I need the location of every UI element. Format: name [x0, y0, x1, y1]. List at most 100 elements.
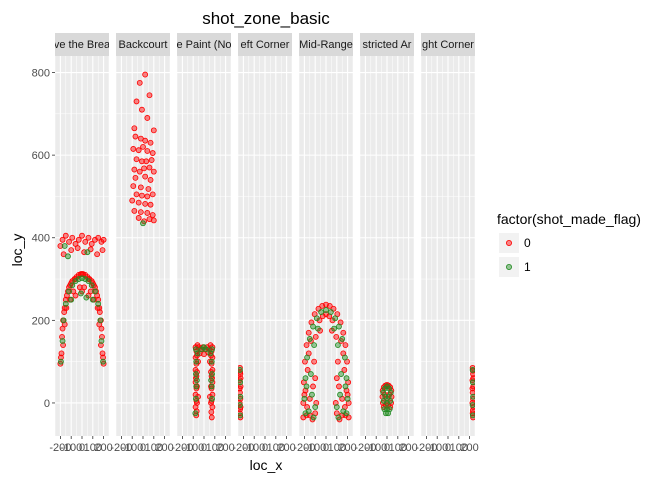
point-missed	[470, 375, 475, 382]
point-missed	[238, 395, 244, 402]
point-missed	[130, 146, 137, 152]
point-missed	[149, 191, 156, 198]
point-missed	[469, 364, 475, 371]
point-made	[312, 404, 319, 410]
point-made	[302, 410, 309, 417]
point-made	[339, 336, 346, 342]
x-tick-label: 100	[206, 442, 224, 454]
panel-grid	[237, 56, 293, 445]
point-missed	[147, 177, 154, 183]
point-missed	[135, 147, 142, 154]
point-made	[338, 371, 345, 377]
point-missed	[131, 125, 138, 132]
point-missed	[334, 358, 341, 365]
point-made	[341, 354, 348, 361]
x-tick-label: -200	[293, 442, 315, 454]
point-missed	[149, 212, 156, 218]
point-made	[193, 358, 200, 365]
point-missed	[85, 234, 92, 241]
point-made	[238, 402, 243, 408]
point-made	[327, 309, 334, 315]
point-missed	[75, 236, 82, 243]
x-tick-label: -100	[426, 442, 448, 454]
point-missed	[301, 391, 308, 398]
point-missed	[59, 333, 65, 340]
point-made	[140, 220, 146, 227]
point-made	[83, 294, 90, 301]
point-made	[65, 253, 71, 260]
point-missed	[79, 232, 85, 239]
point-made	[88, 282, 95, 289]
point-made	[385, 393, 392, 400]
point-missed	[135, 215, 142, 221]
facet-strip	[360, 33, 414, 56]
point-made	[69, 282, 76, 289]
point-made	[194, 350, 201, 357]
point-missed	[98, 342, 104, 349]
point-made	[469, 367, 475, 373]
point-made	[384, 400, 390, 406]
point-missed	[63, 305, 70, 311]
point-missed	[238, 389, 243, 396]
x-tick-label: 200	[94, 442, 112, 454]
point-missed	[144, 115, 151, 121]
point-missed	[470, 395, 475, 402]
facet-strip-label: Mid-Range	[299, 39, 353, 51]
point-missed	[99, 350, 106, 357]
point-made	[469, 379, 475, 386]
point-made	[238, 412, 244, 419]
point-missed	[336, 383, 342, 390]
x-tick-label: 200	[338, 442, 356, 454]
point-missed	[469, 400, 475, 406]
point-missed	[130, 183, 137, 190]
facet-strip-label: ght Corner	[422, 39, 474, 51]
point-missed	[208, 409, 215, 415]
point-missed	[137, 209, 144, 216]
x-tick-label: -200	[232, 442, 254, 454]
point-missed	[129, 197, 136, 204]
point-missed	[57, 243, 64, 249]
point-made	[84, 249, 91, 256]
x-tick-label: 100	[84, 442, 102, 454]
point-missed	[135, 199, 142, 206]
point-missed	[131, 166, 138, 173]
point-made	[309, 391, 315, 398]
legend-key	[499, 257, 519, 277]
x-tick-label: 0	[262, 442, 268, 454]
point-missed	[304, 367, 311, 373]
panel-grid	[176, 56, 232, 445]
point-missed	[305, 329, 312, 336]
y-tick-label: 200	[32, 315, 50, 327]
x-tick-label: 0	[445, 442, 451, 454]
panel-points	[300, 301, 352, 423]
facet-strip	[421, 33, 475, 56]
point-made	[85, 278, 92, 285]
point-made	[192, 371, 199, 377]
point-missed	[144, 193, 151, 200]
point-made	[58, 358, 64, 365]
facet-strip-label: ve the Brea	[54, 39, 111, 51]
point-missed	[133, 156, 140, 163]
point-made	[61, 243, 68, 249]
legend: factor(shot_made_flag) 0 1	[497, 211, 641, 277]
point-made	[238, 393, 244, 400]
point-missed	[66, 238, 72, 245]
point-made	[192, 410, 199, 417]
point-made	[469, 412, 475, 419]
point-missed	[147, 139, 154, 146]
point-missed	[207, 358, 213, 365]
panel-points	[129, 71, 157, 227]
point-missed	[100, 354, 106, 361]
point-missed	[132, 174, 139, 181]
point-made	[208, 377, 215, 384]
point-made	[97, 317, 104, 324]
x-tick-label: 200	[155, 442, 173, 454]
point-missed	[59, 236, 66, 243]
x-tick-label: -200	[354, 442, 376, 454]
point-made	[60, 317, 67, 324]
x-tick-label: 0	[384, 442, 390, 454]
point-missed	[150, 127, 157, 134]
point-missed	[469, 385, 475, 392]
